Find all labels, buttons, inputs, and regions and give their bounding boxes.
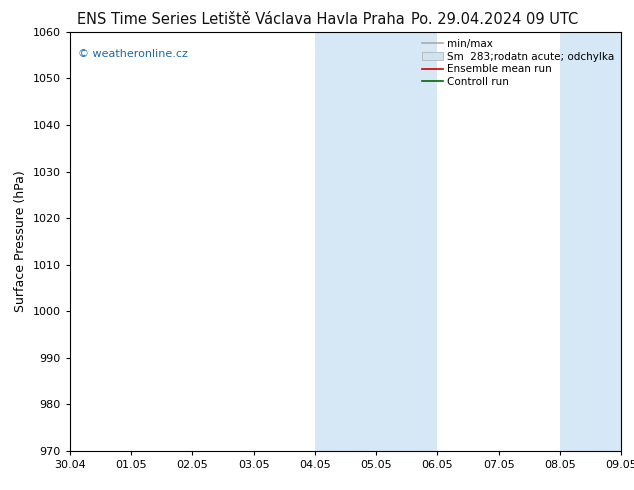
Text: ENS Time Series Letiště Václava Havla Praha: ENS Time Series Letiště Václava Havla Pr…: [77, 12, 404, 27]
Bar: [560, 32, 621, 451]
Legend: min/max, Sm  283;rodatn acute; odchylka, Ensemble mean run, Controll run: min/max, Sm 283;rodatn acute; odchylka, …: [420, 37, 616, 89]
Text: Po. 29.04.2024 09 UTC: Po. 29.04.2024 09 UTC: [411, 12, 578, 27]
Text: © weatheronline.cz: © weatheronline.cz: [78, 49, 188, 59]
Y-axis label: Surface Pressure (hPa): Surface Pressure (hPa): [14, 171, 27, 312]
Bar: [315, 32, 437, 451]
